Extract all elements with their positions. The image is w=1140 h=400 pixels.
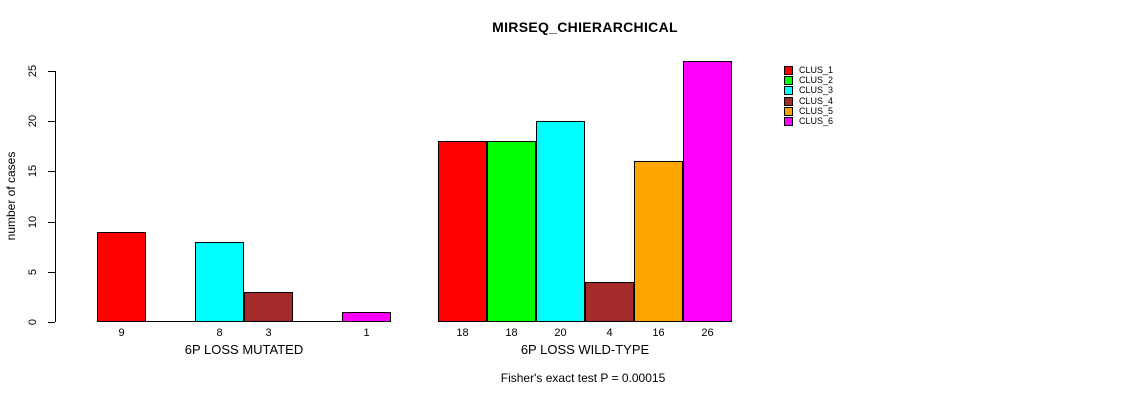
zero-height-bar xyxy=(293,321,342,322)
legend-swatch-icon xyxy=(784,96,793,106)
legend-item-clus_5: CLUS_5 xyxy=(784,106,833,116)
y-tick-label: 10 xyxy=(27,215,39,229)
bar-clus_1 xyxy=(97,232,146,322)
legend-label: CLUS_5 xyxy=(799,105,834,116)
y-tick-mark xyxy=(48,121,55,122)
bar-clus_6 xyxy=(683,61,732,322)
fisher-test-annotation: Fisher's exact test P = 0.00015 xyxy=(500,371,666,385)
bar-value-label: 20 xyxy=(554,327,567,339)
y-tick-mark xyxy=(48,272,55,273)
bar-value-label: 26 xyxy=(701,327,714,339)
legend-item-clus_1: CLUS_1 xyxy=(784,65,833,75)
group-label: 6P LOSS MUTATED xyxy=(184,342,304,357)
bar-value-label: 9 xyxy=(118,327,125,339)
legend: CLUS_1 CLUS_2 CLUS_3 CLUS_4 CLUS_5 CLUS_6 xyxy=(784,65,833,127)
bar-value-label: 4 xyxy=(606,327,613,339)
bar-value-label: 8 xyxy=(216,327,223,339)
legend-item-clus_2: CLUS_2 xyxy=(784,75,833,85)
y-tick-mark xyxy=(48,171,55,172)
bar-clus_2 xyxy=(487,141,536,322)
legend-label: CLUS_3 xyxy=(799,85,834,96)
bar-clus_1 xyxy=(438,141,487,322)
bar-clus_4 xyxy=(585,282,634,322)
bar-value-label: 3 xyxy=(265,327,272,339)
bar-clus_5 xyxy=(634,161,683,322)
legend-swatch-icon xyxy=(784,75,793,85)
y-tick-label: 0 xyxy=(27,318,39,326)
legend-swatch-icon xyxy=(784,86,793,96)
legend-item-clus_3: CLUS_3 xyxy=(784,86,833,96)
y-tick-mark xyxy=(48,71,55,72)
legend-item-clus_6: CLUS_6 xyxy=(784,116,834,127)
y-axis-line xyxy=(55,71,56,322)
y-axis-title: number of cases xyxy=(4,151,18,241)
chart-title: MIRSEQ_CHIERARCHICAL xyxy=(492,19,678,35)
legend-swatch-icon xyxy=(784,106,793,116)
bar-clus_3 xyxy=(536,121,585,322)
legend-label: CLUS_6 xyxy=(799,116,834,127)
bar-value-label: 18 xyxy=(505,327,518,339)
bar-value-label: 1 xyxy=(363,327,370,339)
y-tick-label: 20 xyxy=(27,114,39,128)
legend-label: CLUS_1 xyxy=(799,64,834,75)
y-tick-mark xyxy=(48,222,55,223)
bar-clus_4 xyxy=(244,292,293,322)
y-tick-mark xyxy=(48,322,55,323)
bar-value-label: 18 xyxy=(456,327,469,339)
legend-item-clus_4: CLUS_4 xyxy=(784,96,833,106)
bar-clus_6 xyxy=(342,312,391,322)
y-tick-label: 25 xyxy=(27,64,39,78)
legend-swatch-icon xyxy=(784,117,793,127)
y-tick-label: 15 xyxy=(27,164,39,178)
legend-swatch-icon xyxy=(784,65,793,75)
legend-label: CLUS_2 xyxy=(799,74,834,85)
zero-height-bar xyxy=(146,321,195,322)
y-tick-label: 5 xyxy=(27,268,39,276)
group-label: 6P LOSS WILD-TYPE xyxy=(520,342,650,357)
bar-clus_3 xyxy=(195,242,244,322)
legend-label: CLUS_4 xyxy=(799,95,834,106)
bar-value-label: 16 xyxy=(652,327,665,339)
